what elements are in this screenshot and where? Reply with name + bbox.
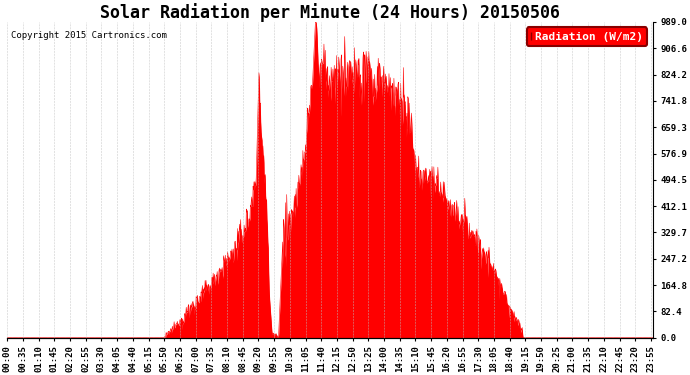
Title: Solar Radiation per Minute (24 Hours) 20150506: Solar Radiation per Minute (24 Hours) 20… [100, 3, 560, 22]
Legend: Radiation (W/m2): Radiation (W/m2) [527, 27, 647, 46]
Text: Copyright 2015 Cartronics.com: Copyright 2015 Cartronics.com [10, 32, 166, 40]
